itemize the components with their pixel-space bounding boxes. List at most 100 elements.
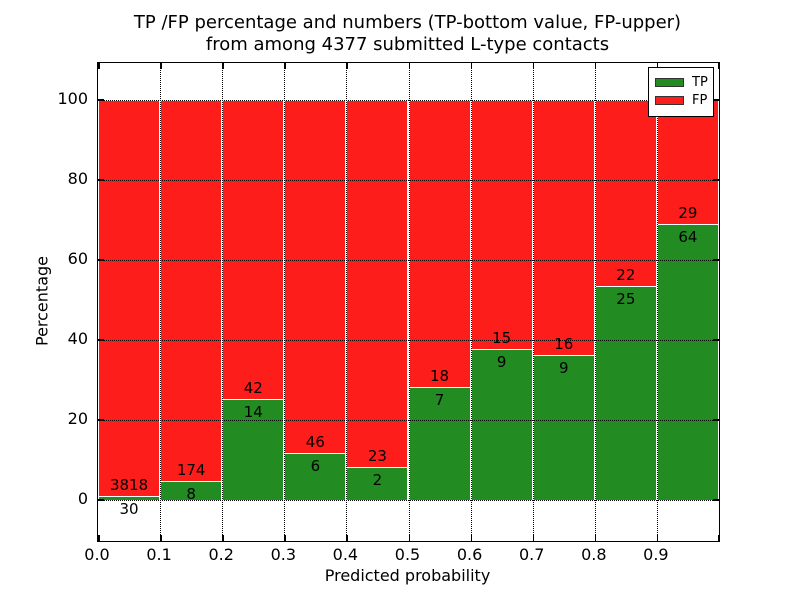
tp-count-label: 30 <box>119 499 139 518</box>
fp-count-label: 174 <box>176 461 206 480</box>
y-tick-right <box>713 259 719 261</box>
fp-swatch <box>655 96 684 105</box>
x-tick-bottom <box>656 535 659 541</box>
y-tick-label: 60 <box>67 249 88 268</box>
y-tick-left <box>98 419 104 421</box>
legend-item-tp: TP <box>655 76 708 89</box>
legend: TP FP <box>648 67 714 117</box>
x-tick-label: 0.0 <box>84 545 110 564</box>
x-tick-bottom <box>532 535 535 541</box>
y-tick-left <box>98 179 104 181</box>
y-tick-label: 20 <box>67 409 88 428</box>
y-tick-right <box>713 99 719 101</box>
bar-fp-segment <box>284 100 347 454</box>
x-tick-bottom <box>284 535 286 541</box>
fp-count-label: 18 <box>430 367 450 385</box>
tp-count-label: 25 <box>616 290 636 309</box>
x-tick-top <box>470 63 473 69</box>
x-tick-label: 0.4 <box>332 545 359 564</box>
x-tick-label: 0.1 <box>146 545 172 564</box>
x-tick-label: 0.5 <box>394 545 421 564</box>
x-tick-top <box>346 63 348 69</box>
y-tick-right <box>713 499 719 501</box>
x-tick-label: 0.9 <box>643 545 669 564</box>
x-tick-bottom <box>222 535 224 541</box>
tp-count-label: 14 <box>243 403 263 421</box>
x-tick-top <box>98 63 100 69</box>
x-tick-bottom <box>160 535 162 541</box>
x-tick-bottom <box>470 535 473 541</box>
fp-count-label: 29 <box>678 203 698 222</box>
y-gridline <box>98 180 719 181</box>
x-tick-top <box>160 63 162 69</box>
bar-tp-segment <box>656 224 719 500</box>
y-tick-left <box>98 339 104 341</box>
x-tick-label: 0.7 <box>518 545 545 564</box>
bar-tp-segment <box>408 388 471 500</box>
x-gridline <box>160 63 162 541</box>
x-tick-bottom <box>594 535 597 541</box>
chart-title-line2: from among 4377 submitted L-type contact… <box>205 34 610 55</box>
x-tick-top <box>408 63 410 69</box>
fp-count-label: 16 <box>554 335 574 353</box>
bar-tp-segment <box>222 400 285 500</box>
x-tick-top <box>656 63 659 69</box>
bar-tp-segment <box>594 287 657 500</box>
tp-count-label: 6 <box>310 456 321 475</box>
x-gridline <box>470 63 472 541</box>
bar-fp-segment <box>346 100 409 468</box>
x-tick-top <box>717 63 719 69</box>
x-tick-top <box>222 63 224 69</box>
x-tick-top <box>532 63 535 69</box>
chart-title-line1: TP /FP percentage and numbers (TP-bottom… <box>133 12 682 33</box>
bar-fp-segment <box>470 100 533 350</box>
x-tick-top <box>284 63 286 69</box>
tp-count-label: 9 <box>558 359 569 377</box>
x-gridline <box>346 63 348 541</box>
y-tick-left <box>98 499 104 501</box>
bar-fp-segment <box>532 100 595 356</box>
x-tick-label: 0.8 <box>581 545 607 564</box>
x-axis-label: Predicted probability <box>324 566 491 585</box>
bar-fp-segment <box>98 100 161 497</box>
bar-tp-segment <box>470 350 533 500</box>
bar-fp-segment <box>656 100 719 225</box>
y-gridline <box>98 100 719 101</box>
x-tick-bottom <box>408 535 410 541</box>
y-gridline <box>98 340 719 341</box>
y-gridline <box>98 260 719 261</box>
legend-item-fp: FP <box>655 94 707 107</box>
bar-tp-segment <box>346 468 409 500</box>
tp-count-label: 64 <box>678 227 698 246</box>
y-tick-left <box>98 259 104 261</box>
x-tick-top <box>594 63 597 69</box>
tp-count-label: 8 <box>186 485 196 504</box>
y-tick-right <box>713 339 719 341</box>
x-tick-bottom <box>346 535 348 541</box>
x-tick-bottom <box>98 535 100 541</box>
tp-count-label: 9 <box>496 353 507 371</box>
x-gridline <box>532 63 534 541</box>
y-tick-label: 80 <box>67 169 88 188</box>
x-gridline <box>594 63 596 541</box>
x-tick-label: 0.3 <box>270 545 297 564</box>
fp-count-label: 23 <box>367 447 387 465</box>
y-tick-right <box>713 179 719 181</box>
x-tick-bottom <box>717 535 719 541</box>
y-tick-label: 100 <box>57 89 88 108</box>
bar-tp-segment <box>284 453 347 500</box>
fp-count-label: 46 <box>305 432 325 451</box>
x-gridline <box>222 63 224 541</box>
plot-area: TP FP 3818 30 174 8 42 14 46 6 23 2 18 7 15 9 16 9 22 25 29… <box>97 62 720 542</box>
x-tick-label: 0.2 <box>208 545 234 564</box>
bar-fp-segment <box>594 100 657 288</box>
tp-count-label: 2 <box>372 471 383 489</box>
fp-count-label: 15 <box>492 329 512 347</box>
y-gridline <box>98 500 719 501</box>
x-gridline <box>284 63 286 541</box>
x-gridline <box>408 63 410 541</box>
bar-fp-segment <box>222 100 285 400</box>
bar-tp-segment <box>532 356 595 500</box>
x-gridline <box>656 63 658 541</box>
